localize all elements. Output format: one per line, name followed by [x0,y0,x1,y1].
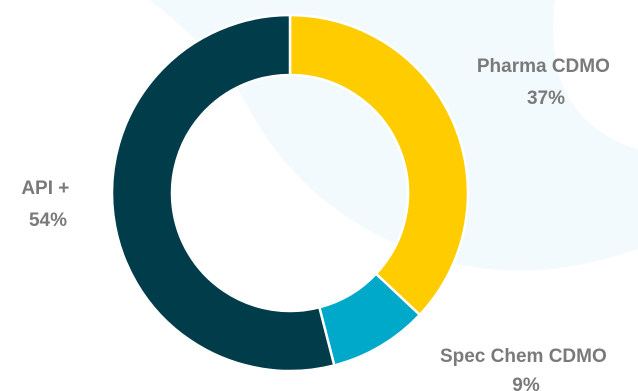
slice-value-api: 54% [29,210,67,231]
slice-labels: Pharma CDMO 37% Spec Chem CDMO 9% API + … [21,56,615,391]
slice-label-spec-chem-cdmo: Spec Chem CDMO [440,346,607,367]
donut-slices [110,13,470,373]
slice-value-spec-chem-cdmo: 9% [512,375,540,391]
svg-text:Spec Chem CDMO 9%: Spec Chem CDMO 9% [440,346,612,391]
slice-label-api: API + [21,178,69,199]
slice-label-pharma-cdmo: Pharma CDMO [477,56,610,77]
donut-slice-pharma-cdmo [288,13,470,317]
slice-value-pharma-cdmo: 37% [527,88,565,109]
svg-text:API + 54%: API + 54% [21,178,74,231]
svg-text:Pharma CDMO 37%: Pharma CDMO 37% [477,56,615,109]
donut-slice-api [110,13,336,373]
